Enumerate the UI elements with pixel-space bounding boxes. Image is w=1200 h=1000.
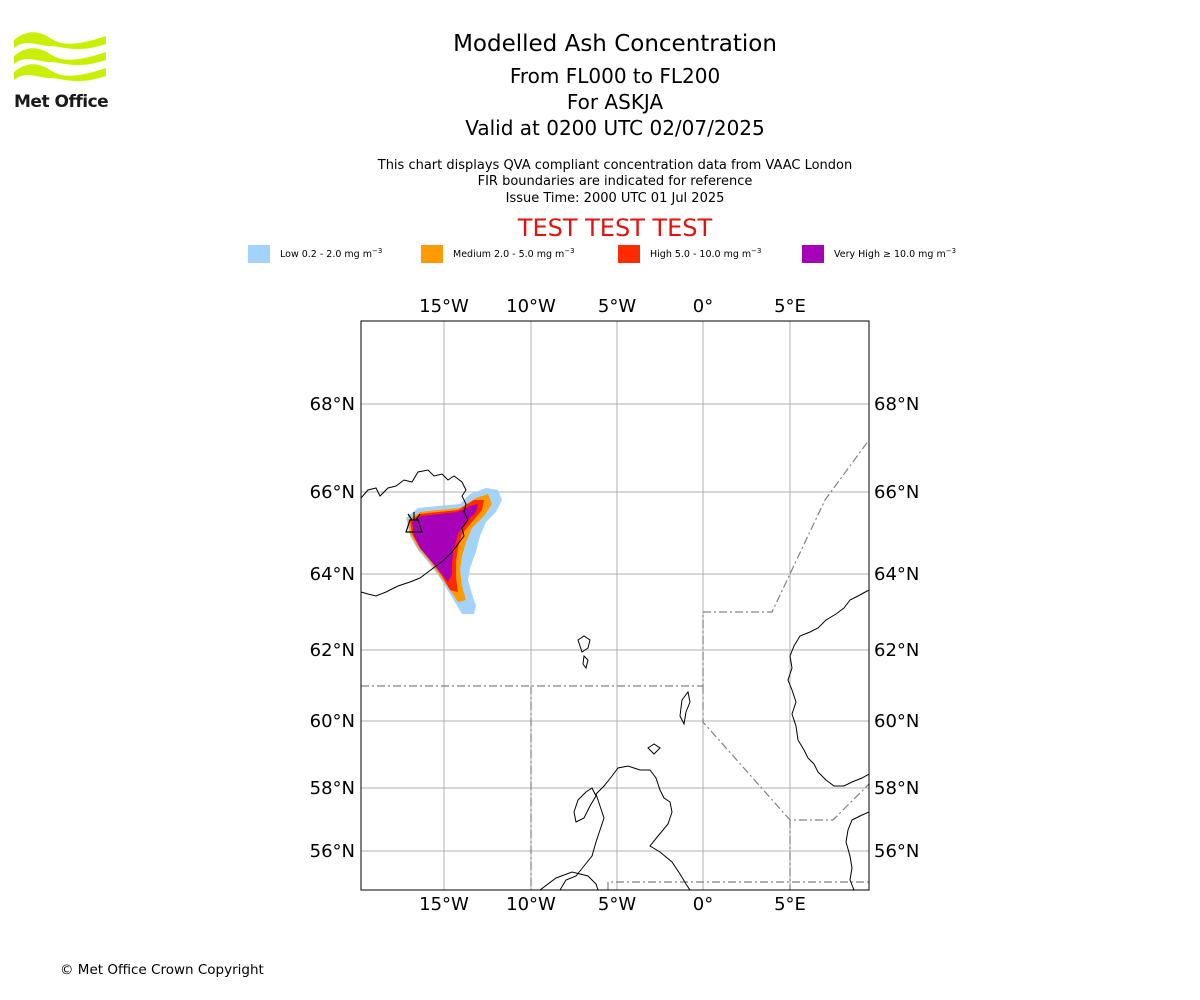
issue-time: Issue Time: 2000 UTC 01 Jul 2025 [505, 191, 725, 206]
lat-label-56n: 56°N [310, 841, 355, 862]
lon-label-15w-bottom: 15°W [419, 894, 469, 915]
lon-label-5w: 5°W [598, 296, 636, 317]
lat-label-60n-right: 60°N [874, 711, 919, 732]
lon-label-15w: 15°W [419, 296, 469, 317]
lat-label-56n-right: 56°N [874, 841, 919, 862]
coastline-norway [787, 589, 869, 787]
lon-label-10w-bottom: 10°W [506, 894, 556, 915]
lat-label-66n-right: 66°N [874, 482, 919, 503]
graticule [361, 321, 869, 890]
test-banner: TEST TEST TEST [517, 214, 713, 242]
legend-item-high: High 5.0 - 10.0 mg m−3 [618, 244, 762, 264]
lon-label-0-bottom: 0° [693, 894, 713, 915]
met-office-logo: Met Office [14, 30, 110, 114]
coastline-scotland [559, 765, 691, 890]
map-frame [360, 320, 870, 891]
map-content [361, 321, 869, 890]
legend-item-very-high: Very High ≥ 10.0 mg m−3 [802, 244, 956, 264]
logo-wordmark: Met Office [14, 92, 109, 112]
legend-swatch-high [618, 245, 640, 263]
legend-item-medium: Medium 2.0 - 5.0 mg m−3 [421, 244, 575, 264]
legend-swatch-low [248, 245, 270, 263]
chart-title: Modelled Ash Concentration [453, 31, 777, 57]
legend-label-medium: Medium 2.0 - 5.0 mg m [453, 249, 565, 261]
lat-label-68n-right: 68°N [874, 394, 919, 415]
legend-label-high: High 5.0 - 10.0 mg m [650, 249, 752, 261]
ash-very-high [412, 504, 478, 582]
legend-label-low: Low 0.2 - 2.0 mg m [280, 249, 372, 261]
lat-label-64n: 64°N [310, 564, 355, 585]
volcano-name: For ASKJA [566, 90, 664, 114]
concentration-legend: Low 0.2 - 2.0 mg m−3 Medium 2.0 - 5.0 mg… [0, 244, 1200, 264]
legend-item-low: Low 0.2 - 2.0 mg m−3 [248, 244, 382, 264]
lat-label-66n: 66°N [310, 482, 355, 503]
lat-label-64n-right: 64°N [874, 564, 919, 585]
legend-swatch-medium [421, 245, 443, 263]
coastline-shetland [679, 690, 691, 726]
lon-label-5e-bottom: 5°E [774, 894, 806, 915]
met-office-waves-icon [14, 32, 106, 82]
lon-labels-bottom: 15°W 10°W 5°W 0° 5°E [419, 894, 806, 915]
fir-boundaries [361, 439, 869, 890]
lon-label-10w: 10°W [506, 296, 556, 317]
lat-label-58n: 58°N [310, 778, 355, 799]
lat-labels-right: 68°N 66°N 64°N 62°N 60°N 58°N 56°N [874, 394, 919, 862]
valid-time: Valid at 0200 UTC 02/07/2025 [465, 116, 765, 140]
legend-label-very-high: Very High ≥ 10.0 mg m [834, 249, 946, 261]
ash-map: 15°W 10°W 5°W 0° 5°E 15°W 10°W 5°W 0° 5°… [310, 296, 920, 915]
lon-label-0: 0° [693, 296, 713, 317]
lat-labels-left: 68°N 66°N 64°N 62°N 60°N 58°N 56°N [310, 394, 355, 862]
lat-label-60n: 60°N [310, 711, 355, 732]
lat-label-62n-right: 62°N [874, 640, 919, 661]
volcano-marker-icon [405, 512, 423, 533]
subtitle-compliance: This chart displays QVA compliant concen… [377, 158, 853, 173]
subtitle-fir: FIR boundaries are indicated for referen… [477, 174, 753, 189]
lat-label-62n: 62°N [310, 640, 355, 661]
coastline-iceland [361, 469, 469, 597]
copyright-notice: © Met Office Crown Copyright [60, 962, 264, 978]
lon-labels-top: 15°W 10°W 5°W 0° 5°E [419, 296, 806, 317]
lat-label-68n: 68°N [310, 394, 355, 415]
lon-label-5w-bottom: 5°W [598, 894, 636, 915]
lat-label-58n-right: 58°N [874, 778, 919, 799]
coastlines [361, 469, 869, 890]
legend-swatch-very-high [802, 245, 824, 263]
lon-label-5e: 5°E [774, 296, 806, 317]
coastline-faroe [577, 635, 591, 653]
flight-level-range: From FL000 to FL200 [509, 64, 721, 88]
